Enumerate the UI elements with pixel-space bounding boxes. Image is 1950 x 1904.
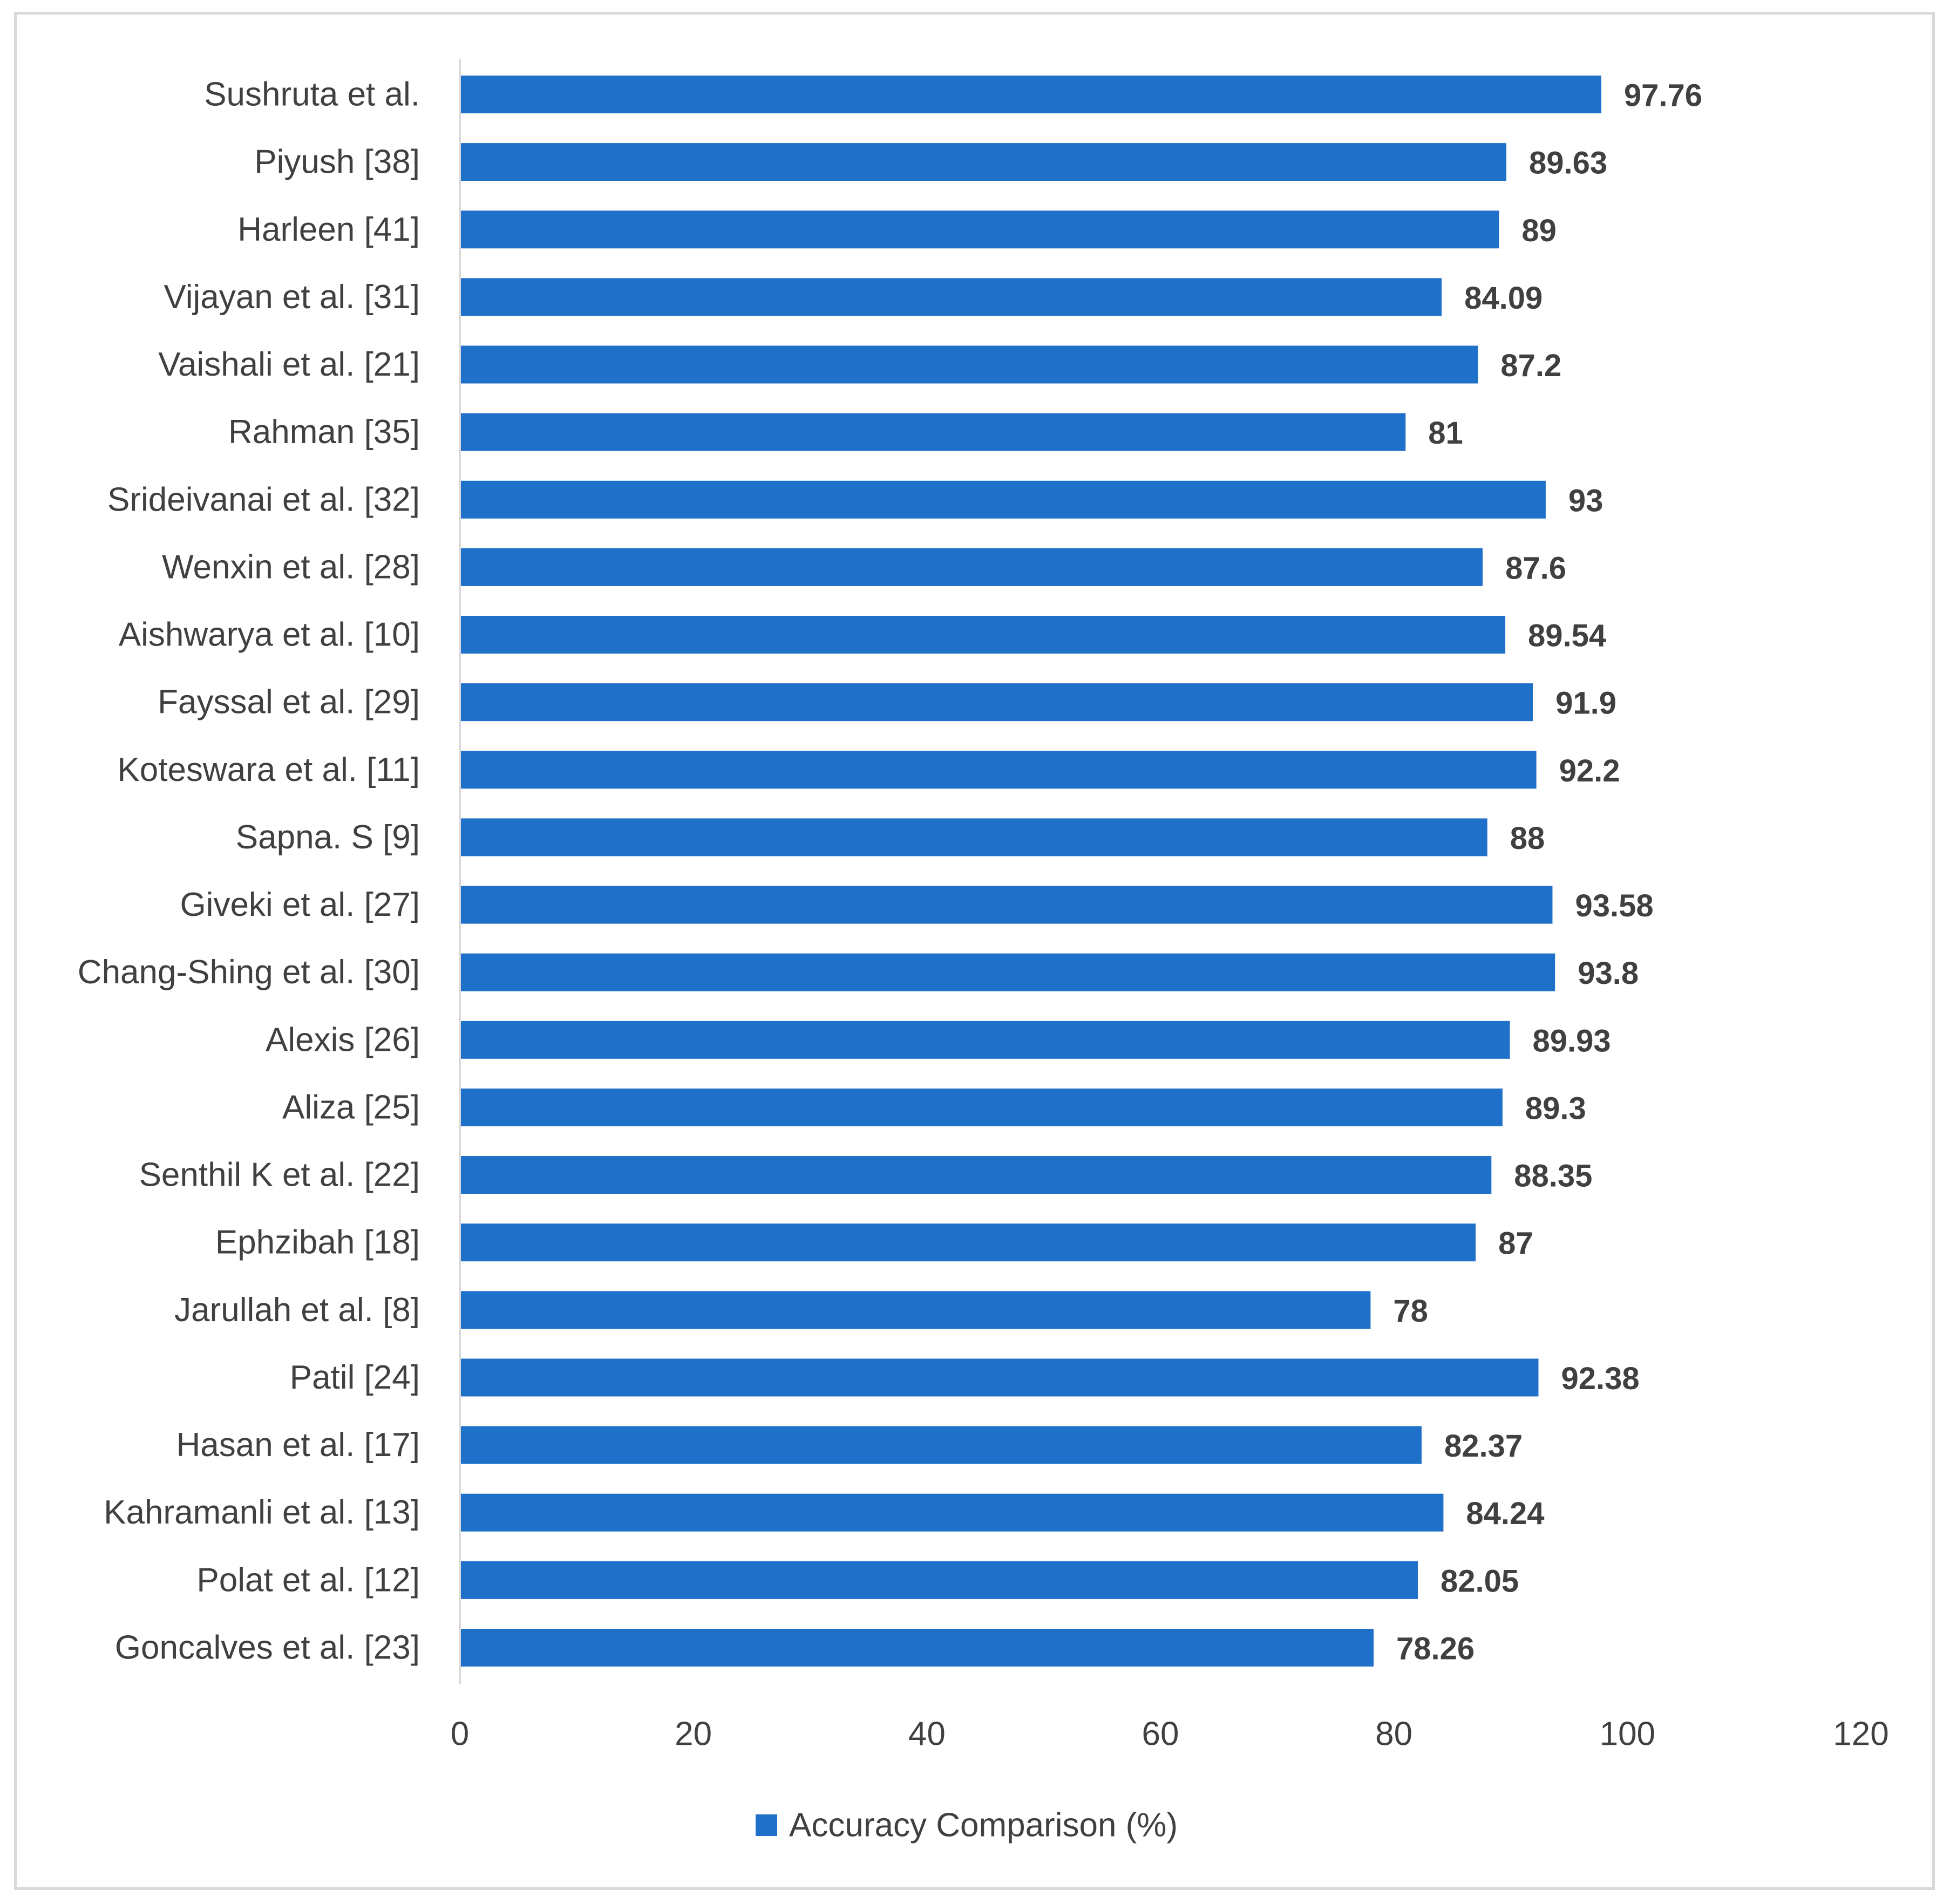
category-label: Rahman [35] [228, 413, 420, 451]
data-label: 82.37 [1444, 1429, 1523, 1464]
data-label: 78 [1393, 1294, 1428, 1329]
category-label: Hasan et al. [17] [176, 1426, 420, 1464]
bar [460, 345, 1478, 384]
x-tick-label: 20 [675, 1716, 712, 1753]
x-tick-label: 40 [908, 1716, 946, 1753]
data-label: 87.2 [1500, 348, 1561, 383]
bar [460, 548, 1483, 586]
x-tick-label: 60 [1142, 1716, 1179, 1753]
category-label: Aliza [25] [282, 1089, 420, 1126]
data-label: 78.26 [1396, 1631, 1475, 1667]
data-label: 81 [1428, 416, 1463, 451]
category-label: Aishwarya et al. [10] [119, 616, 420, 654]
data-label: 93.8 [1578, 956, 1639, 991]
x-tick-label: 120 [1833, 1716, 1888, 1753]
bar [460, 1629, 1374, 1667]
data-label: 88 [1510, 821, 1545, 856]
data-label: 92.2 [1559, 753, 1620, 788]
category-label: Patil [24] [290, 1359, 420, 1396]
data-label: 91.9 [1555, 686, 1616, 721]
data-label: 87.6 [1505, 550, 1566, 586]
legend: Accuracy Comparison (%) [756, 1807, 1178, 1844]
data-label: 93 [1568, 483, 1604, 518]
bar [460, 143, 1506, 181]
category-label: Vaishali et al. [21] [158, 346, 420, 383]
category-label: Vijayan et al. [31] [164, 278, 420, 316]
bar [460, 1493, 1444, 1532]
data-label: 84.09 [1464, 281, 1543, 316]
bar [460, 616, 1506, 654]
category-label: Koteswara et al. [11] [117, 751, 420, 788]
category-label: Senthil K et al. [22] [139, 1157, 420, 1194]
category-label: Sapna. S [9] [236, 819, 420, 856]
bar [460, 886, 1553, 924]
bar [460, 683, 1533, 722]
data-label: 92.38 [1561, 1361, 1639, 1396]
category-label: Wenxin et al. [28] [162, 548, 420, 586]
category-label: Piyush [38] [254, 144, 420, 181]
bar [460, 1561, 1418, 1599]
bar [460, 1156, 1492, 1194]
data-label: 89 [1521, 213, 1557, 248]
data-label: 97.76 [1624, 78, 1702, 113]
bar [460, 1291, 1371, 1329]
x-axis-tick-labels: 0 20 40 60 80 100 120 [451, 1716, 1889, 1753]
category-label: Goncalves et al. [23] [115, 1629, 420, 1667]
category-label: Harleen [41] [237, 211, 420, 248]
x-tick-label: 80 [1375, 1716, 1412, 1753]
data-label: 89.3 [1525, 1091, 1586, 1126]
category-label: Chang-Shing et al. [30] [78, 954, 420, 991]
data-label: 89.63 [1529, 146, 1607, 181]
bar [460, 76, 1601, 113]
data-label: 93.58 [1575, 888, 1653, 923]
category-label: Ephzibah [18] [215, 1224, 420, 1261]
legend-label: Accuracy Comparison (%) [789, 1807, 1178, 1844]
category-labels: Sushruta et al. Piyush [38] Harleen [41] Vi… [78, 76, 420, 1667]
bar [460, 953, 1555, 991]
bar [460, 413, 1406, 451]
bar [460, 818, 1487, 856]
x-tick-label: 100 [1600, 1716, 1655, 1753]
bar [460, 1358, 1539, 1397]
category-label: Fayssal et al. [29] [158, 684, 420, 721]
category-label: Srideivanai et al. [32] [107, 481, 420, 518]
data-label: 89.93 [1532, 1023, 1611, 1058]
x-tick-label: 0 [451, 1716, 469, 1753]
bar [460, 1088, 1503, 1126]
category-label: Jarullah et al. [8] [174, 1291, 420, 1329]
category-label: Kahramanli et al. [13] [104, 1494, 420, 1531]
data-label: 82.05 [1441, 1563, 1519, 1599]
data-label: 89.54 [1528, 618, 1606, 654]
bar [460, 278, 1442, 316]
legend-swatch [756, 1814, 777, 1836]
data-label: 87 [1498, 1226, 1533, 1261]
category-label: Sushruta et al. [204, 76, 420, 113]
bar [460, 480, 1546, 519]
bar [460, 1426, 1422, 1464]
bar [460, 1223, 1476, 1262]
category-label: Alexis [26] [266, 1021, 420, 1058]
bar [460, 210, 1499, 249]
category-label: Giveki et al. [27] [180, 886, 420, 923]
bar [460, 751, 1537, 789]
data-label: 84.24 [1466, 1496, 1544, 1531]
bars-group [460, 76, 1601, 1667]
data-label: 88.35 [1514, 1159, 1592, 1194]
category-label: Polat et al. [12] [196, 1561, 420, 1599]
bar [460, 1021, 1510, 1059]
